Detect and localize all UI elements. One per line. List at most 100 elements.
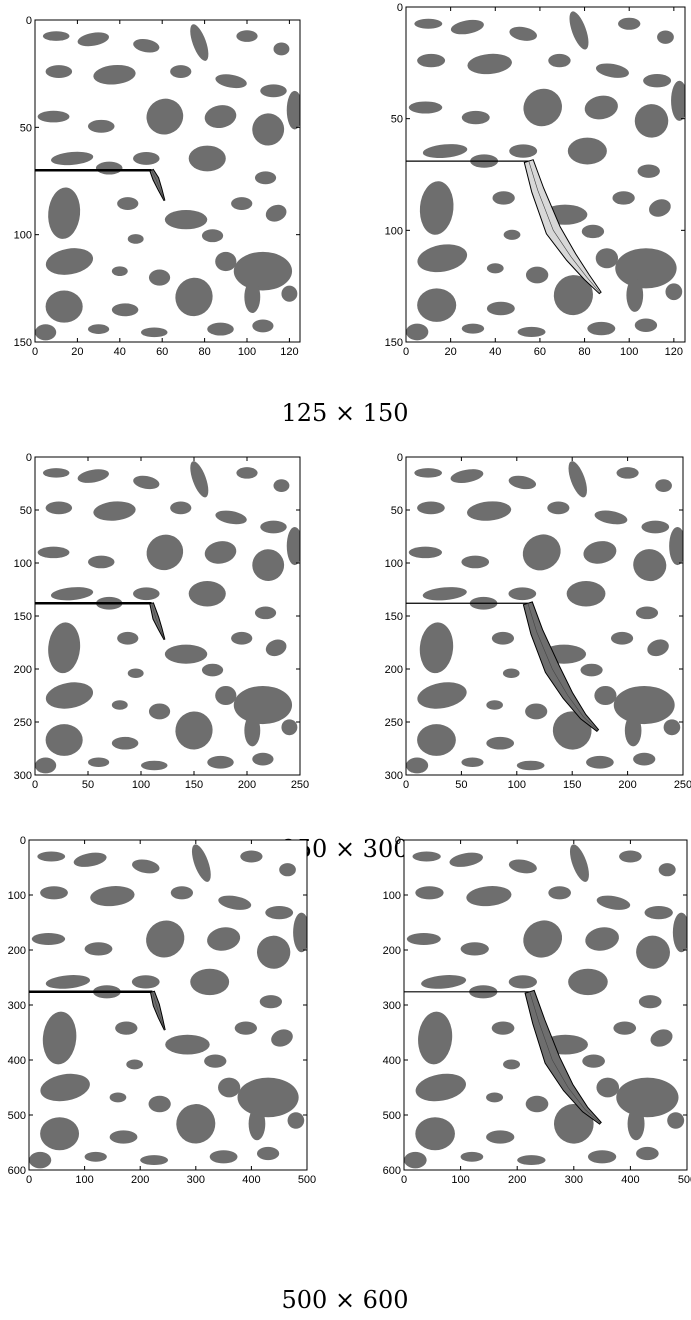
- aggregate-particle: [417, 501, 445, 515]
- aggregate-particle: [595, 63, 629, 78]
- x-tick-label: 300: [187, 1174, 205, 1186]
- crack-band: [522, 601, 600, 732]
- aggregate-particle: [252, 752, 274, 766]
- aggregate-particle: [42, 1011, 77, 1065]
- aggregate-particle: [414, 468, 443, 478]
- x-tick-label: 20: [71, 346, 83, 358]
- x-tick-label: 250: [291, 779, 309, 791]
- aggregate-particle: [271, 1029, 293, 1047]
- aggregate-particle: [117, 631, 139, 645]
- caption-row1: 125 × 150: [282, 399, 409, 427]
- aggregate-particle: [45, 682, 94, 709]
- aggregate-particle: [486, 736, 515, 750]
- y-tick-label: 300: [383, 1000, 401, 1012]
- y-tick-label: 200: [14, 664, 32, 676]
- aggregate-particle: [259, 995, 282, 1009]
- aggregate-particle: [580, 663, 603, 677]
- aggregate-particle: [467, 53, 512, 75]
- aggregate-particle: [175, 277, 213, 317]
- aggregate-particle: [461, 110, 490, 125]
- crack-band: [524, 989, 602, 1125]
- y-tick-label: 400: [8, 1055, 26, 1067]
- x-tick-label: 100: [451, 1174, 469, 1186]
- aggregate-particle: [415, 1073, 466, 1102]
- aggregate-particle: [503, 229, 521, 240]
- aggregate-particle: [595, 248, 619, 269]
- aggregate-particle: [522, 534, 561, 571]
- aggregate-particle: [408, 546, 443, 559]
- aggregate-particle: [37, 110, 70, 123]
- aggregate-particle: [109, 1130, 138, 1144]
- aggregate-particle: [37, 851, 66, 862]
- aggregate-particle: [616, 1077, 679, 1118]
- aggregate-particle: [486, 1092, 504, 1103]
- aggregate-particle: [252, 113, 285, 146]
- aggregate-particle: [491, 631, 515, 645]
- aggregate-particle: [669, 526, 683, 566]
- aggregate-particle: [286, 526, 300, 566]
- aggregate-particle: [244, 714, 261, 747]
- aggregate-particle: [109, 1092, 127, 1103]
- aggregate-particle: [273, 42, 290, 56]
- aggregate-particle: [88, 757, 110, 768]
- x-tick-label: 0: [401, 1174, 407, 1186]
- aggregate-particle: [619, 850, 642, 863]
- aggregate-particle: [201, 663, 224, 677]
- aggregate-particle: [148, 1095, 171, 1113]
- y-tick-label: 300: [8, 1000, 26, 1012]
- aggregate-particle: [111, 266, 128, 276]
- y-tick-label: 50: [391, 505, 403, 517]
- x-tick-label: 50: [82, 779, 94, 791]
- aggregate-particle: [231, 631, 253, 645]
- aggregate-particle: [293, 912, 307, 953]
- aggregate-particle: [237, 1077, 299, 1118]
- aggregate-particle: [569, 844, 589, 882]
- aggregate-particle: [48, 187, 81, 239]
- y-tick-label: 0: [26, 15, 32, 27]
- aggregate-particle: [40, 1117, 80, 1151]
- aggregate-particle: [636, 935, 670, 969]
- aggregate-particle: [190, 968, 230, 996]
- aggregate-particle: [236, 467, 258, 479]
- x-tick-label: 80: [578, 346, 590, 358]
- aggregate-particle: [133, 587, 160, 601]
- y-tick-label: 100: [383, 890, 401, 902]
- aggregate-particle: [634, 104, 669, 138]
- aggregate-particle: [111, 736, 139, 750]
- aggregate-particle: [583, 541, 617, 564]
- aggregate-particle: [35, 324, 57, 341]
- crack-path: [152, 991, 165, 1030]
- crack-path: [527, 603, 598, 731]
- aggregate-particle: [133, 39, 160, 53]
- aggregate-particle: [279, 863, 296, 877]
- aggregate-particle: [461, 757, 484, 768]
- y-tick-label: 150: [385, 337, 403, 349]
- aggregate-particle: [641, 520, 670, 534]
- aggregate-particle: [596, 895, 631, 910]
- aggregate-particle: [548, 53, 571, 68]
- aggregate-particle: [415, 886, 444, 900]
- crack-path: [528, 161, 601, 294]
- aggregate-particle: [486, 301, 515, 316]
- aggregate-particle: [175, 711, 213, 750]
- aggregate-particle: [618, 17, 641, 30]
- aggregate-particle: [146, 98, 184, 135]
- y-tick-label: 0: [26, 452, 32, 464]
- aggregate-particle: [467, 501, 512, 521]
- aggregate-particle: [466, 886, 512, 907]
- aggregate-particle: [254, 606, 277, 620]
- y-tick-label: 50: [391, 114, 403, 126]
- aggregate-particle: [127, 234, 144, 244]
- x-tick-label: 0: [26, 1174, 32, 1186]
- aggregate-particle: [209, 1150, 238, 1164]
- x-tick-label: 100: [132, 779, 150, 791]
- aggregate-particle: [643, 74, 672, 88]
- y-tick-label: 500: [8, 1110, 26, 1122]
- aggregate-particle: [218, 895, 252, 910]
- aggregate-particle: [406, 323, 429, 341]
- aggregate-particle: [492, 191, 515, 205]
- aggregate-particle: [37, 546, 70, 559]
- aggregate-particle: [586, 755, 614, 769]
- aggregate-particle: [170, 65, 192, 78]
- y-tick-label: 200: [8, 945, 26, 957]
